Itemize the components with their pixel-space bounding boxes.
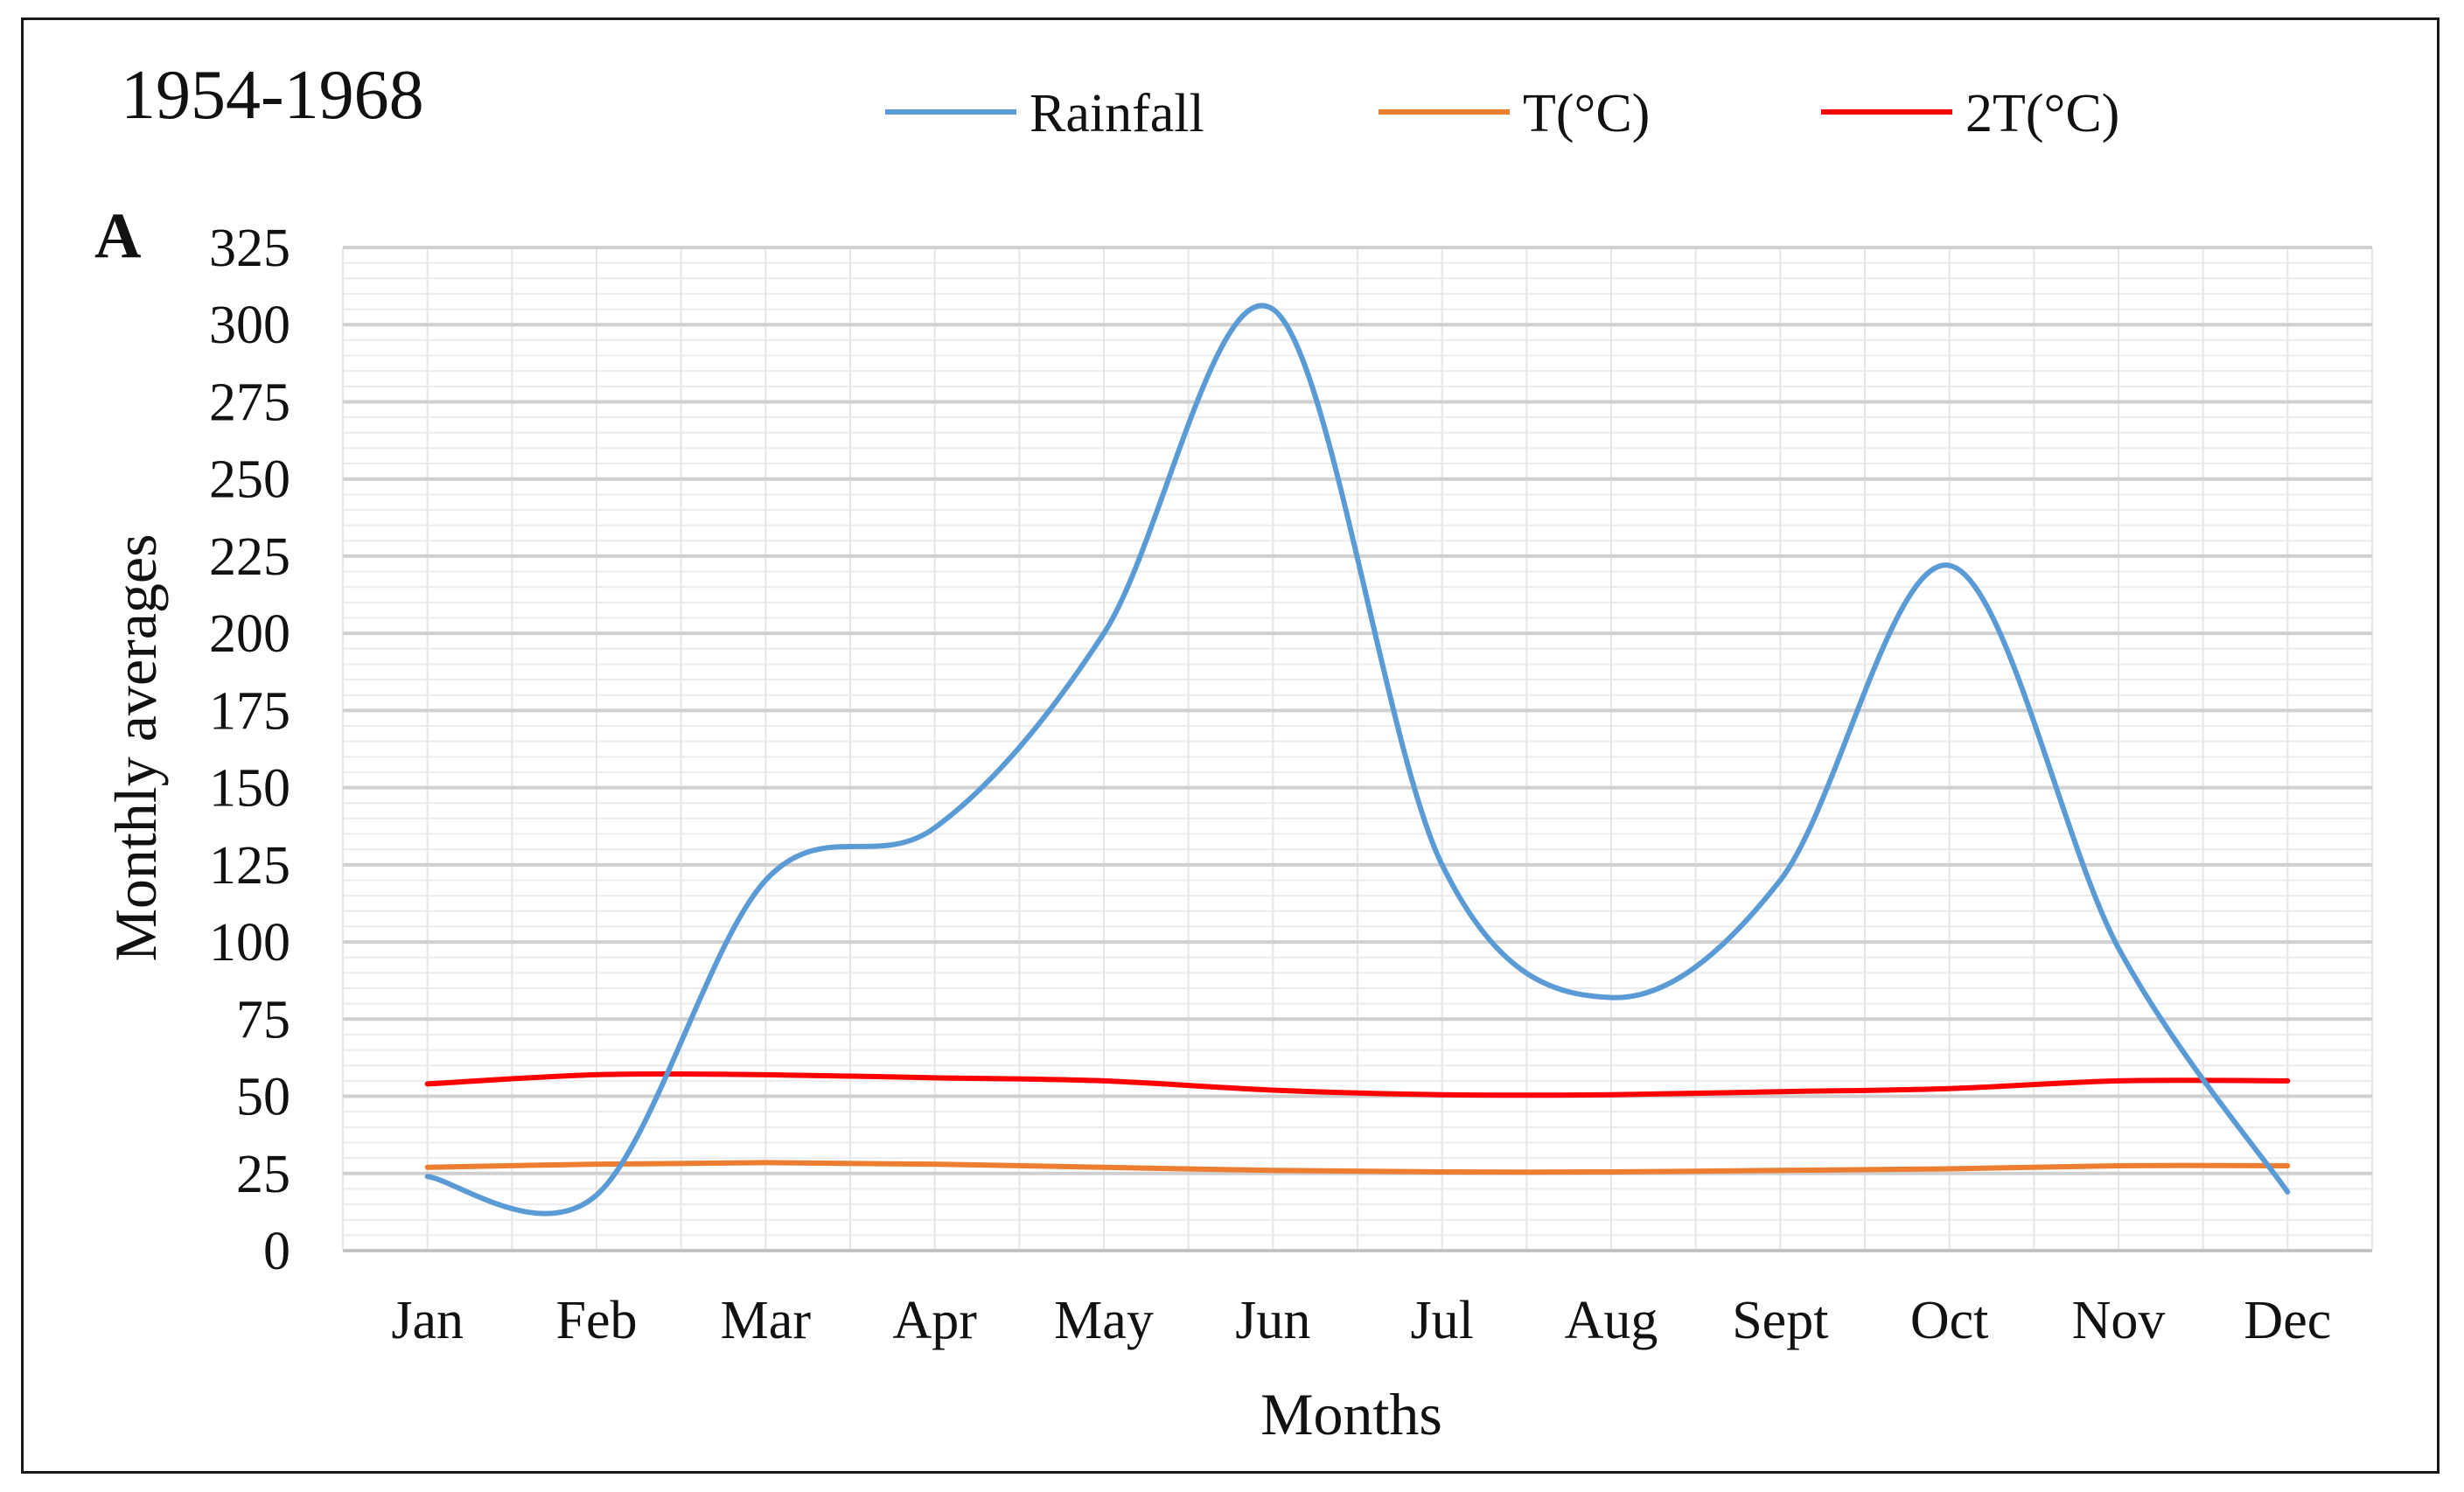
x-tick-label: Mar xyxy=(721,1291,812,1350)
chart-frame xyxy=(21,17,2440,1474)
x-tick-label: Aug xyxy=(1565,1291,1658,1350)
y-tick-label: 300 xyxy=(209,296,290,355)
grid xyxy=(342,246,2373,1252)
legend-label: T(°C) xyxy=(1523,84,1650,143)
series-line-2t-c xyxy=(424,1070,2291,1098)
y-tick-label: 50 xyxy=(236,1068,290,1127)
y-tick-label: 150 xyxy=(209,759,290,819)
series-line-t-c xyxy=(424,1160,2291,1175)
legend: Rainfall T(°C) 2T(°C) xyxy=(885,84,2119,143)
x-tick-label: Jun xyxy=(1235,1291,1310,1350)
series-line-rainfall xyxy=(424,303,2291,1217)
y-tick-label: 175 xyxy=(209,681,290,741)
y-tick-label: 275 xyxy=(209,373,290,432)
y-tick-label: 25 xyxy=(236,1145,290,1204)
x-tick-label: May xyxy=(1054,1291,1154,1350)
y-tick-label: 0 xyxy=(263,1222,290,1281)
x-tick-label: Jul xyxy=(1410,1291,1473,1350)
legend-label: 2T(°C) xyxy=(1965,84,2119,143)
chart-title: 1954-1968 xyxy=(121,57,424,134)
series xyxy=(424,303,2291,1217)
y-tick-label: 325 xyxy=(209,219,290,278)
y-axis-label: Monthly averages xyxy=(102,533,169,961)
y-tick-label: 200 xyxy=(209,604,290,664)
panel-label: A xyxy=(94,200,141,272)
x-tick-label: Oct xyxy=(1910,1291,1989,1350)
x-tick-label: Apr xyxy=(892,1291,977,1350)
x-tick-label: Sept xyxy=(1732,1291,1828,1350)
x-tick-label: Feb xyxy=(556,1291,638,1350)
x-axis-label: Months xyxy=(1260,1381,1442,1447)
axes: 0 25 50 75 100 125 150 175 200 225 250 275 300 325 Jan… xyxy=(209,219,2372,1350)
x-tick-label: Dec xyxy=(2244,1291,2331,1350)
legend-label: Rainfall xyxy=(1030,84,1204,143)
y-tick-label: 75 xyxy=(236,990,290,1049)
y-tick-label: 225 xyxy=(209,527,290,587)
y-tick-label: 100 xyxy=(209,913,290,973)
y-tick-label: 250 xyxy=(209,450,290,510)
x-tick-label: Nov xyxy=(2072,1291,2166,1350)
x-tick-label: Jan xyxy=(391,1291,464,1350)
y-tick-label: 125 xyxy=(209,836,290,896)
